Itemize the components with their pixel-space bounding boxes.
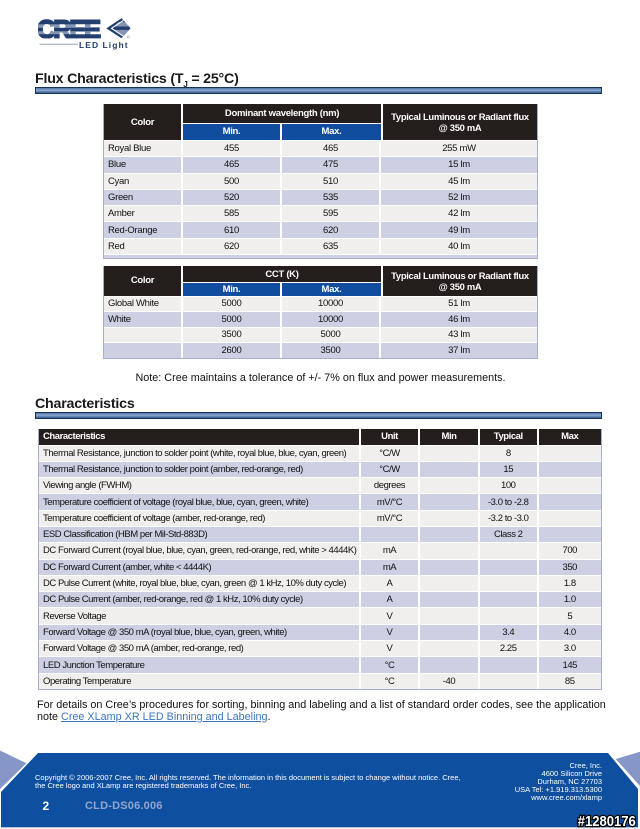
svg-text:#1280176: #1280176 [578,813,636,829]
svg-text:LED Light: LED Light [79,40,129,50]
